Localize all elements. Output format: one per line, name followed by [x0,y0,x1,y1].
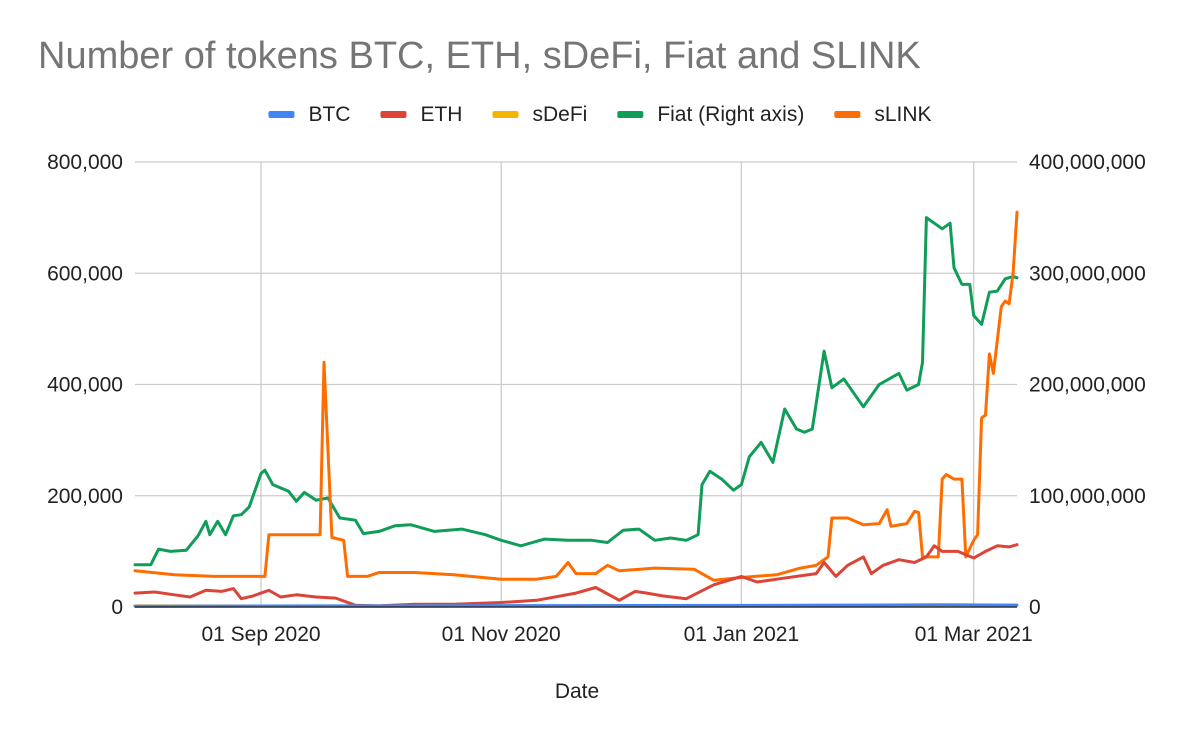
y-left-tick-label: 400,000 [47,374,123,397]
legend-label: sLINK [874,103,931,126]
x-tick-label: 01 Nov 2020 [442,623,561,646]
series-line-fiat-right-axis [133,216,1019,567]
series-layer [133,210,1019,608]
legend-item[interactable]: sLINK [834,103,932,126]
x-tick-label: 01 Mar 2021 [915,623,1033,646]
legend-label: sDeFi [532,103,587,126]
legend-swatch [492,111,519,118]
legend: BTC ETH sDeFi Fiat (Right axis) sLINK [268,103,932,126]
axis-layer: 0 200,000 400,000 600,000 800,000 0 100,000,00… [47,151,1146,646]
y-right-tick-label: 400,000,000 [1029,151,1146,174]
legend-label: Fiat (Right axis) [657,103,804,126]
legend-label: BTC [308,103,350,126]
x-axis-title: Date [555,680,599,703]
grid-layer [135,161,1017,607]
legend-swatch [834,111,861,118]
legend-item[interactable]: Fiat (Right axis) [617,103,804,126]
x-tick-label: 01 Jan 2021 [684,623,800,646]
legend-swatch [380,111,407,118]
series-line-btc [133,603,1019,608]
y-left-tick-label: 600,000 [47,262,123,285]
legend-item[interactable]: BTC [268,103,350,126]
x-tick-label: 01 Sep 2020 [201,623,320,646]
legend-label: ETH [420,103,462,126]
y-right-tick-label: 300,000,000 [1029,262,1146,285]
legend-item[interactable]: ETH [380,103,462,126]
y-right-tick-label: 100,000,000 [1029,485,1146,508]
y-left-tick-label: 800,000 [47,151,123,174]
legend-swatch [617,111,644,118]
chart-title: Number of tokens BTC, ETH, sDeFi, Fiat a… [38,35,921,77]
y-right-tick-label: 0 [1029,596,1041,619]
series-line-slink [133,210,1019,582]
y-right-tick-label: 200,000,000 [1029,374,1146,397]
legend-item[interactable]: sDeFi [492,103,587,126]
y-left-tick-label: 200,000 [47,485,123,508]
y-left-tick-label: 0 [111,596,123,619]
legend-swatch [268,111,295,118]
series-line-eth [133,543,1019,608]
